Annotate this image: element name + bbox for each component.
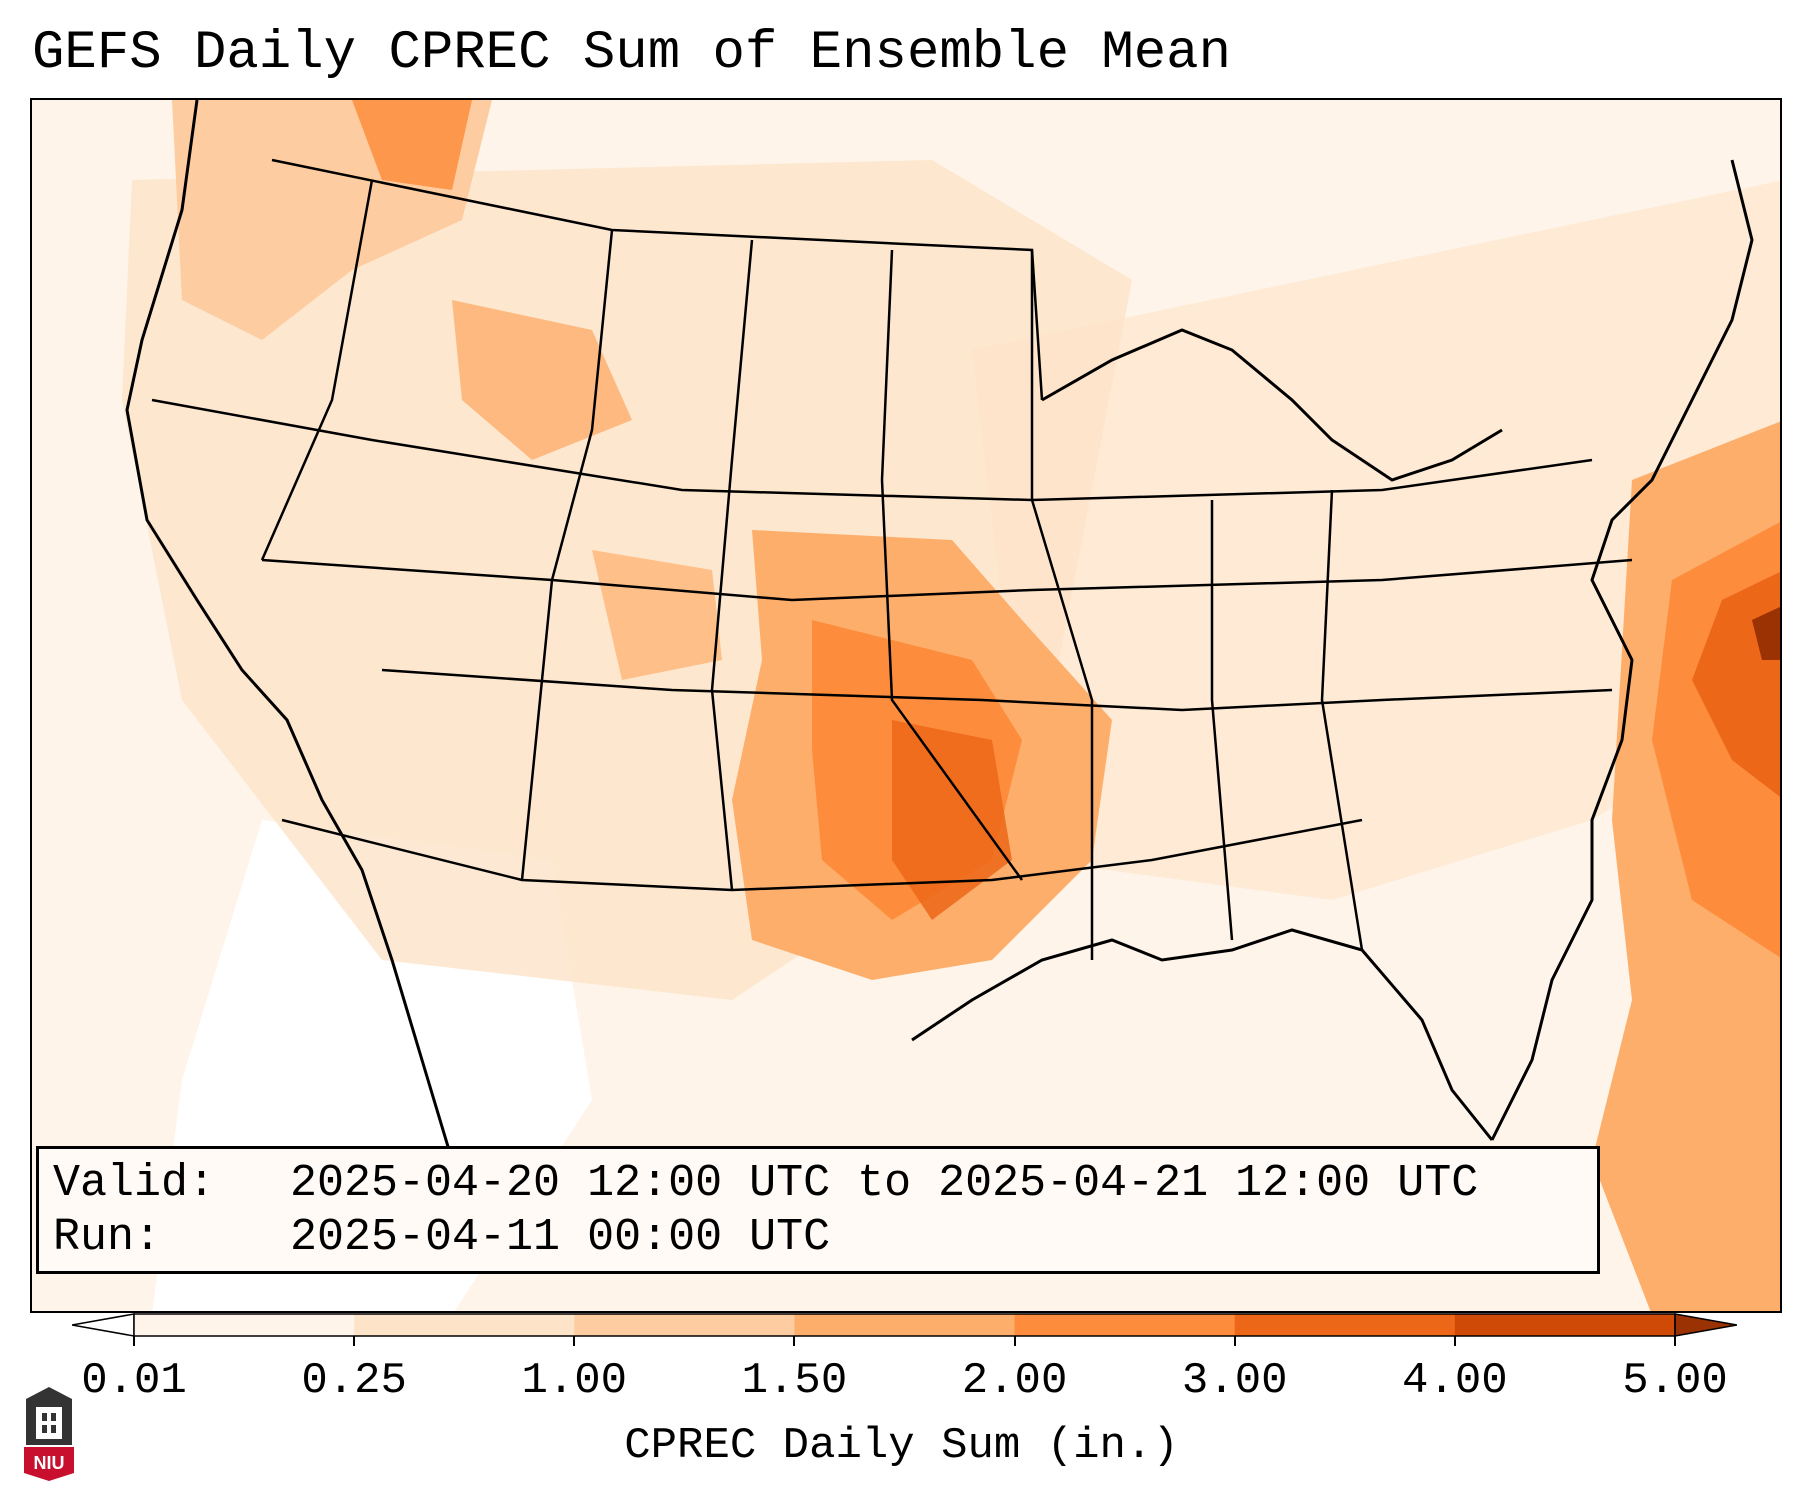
colorbar-tick (1453, 1336, 1456, 1346)
gulf-coastline (911, 928, 1494, 1141)
great-lakes-shore (1041, 328, 1503, 482)
colorbar-tick (1674, 1336, 1676, 1346)
colorbar-tick (573, 1336, 576, 1346)
logo-band (24, 1447, 74, 1481)
precip-oklahoma-max (892, 720, 1012, 920)
precip-pacific-nw-core (352, 100, 472, 190)
colorbar-segment (354, 1314, 575, 1336)
precip-map (32, 100, 1780, 1311)
run-label: Run: (53, 1212, 162, 1263)
boundary-row-4 (281, 818, 1363, 892)
state-boundaries (151, 158, 1633, 960)
run-value: 2025-04-11 00:00 UTC (290, 1212, 831, 1263)
colorbar-tick-label: 5.00 (1622, 1356, 1728, 1406)
colorbar-tick-label: 3.00 (1181, 1356, 1288, 1406)
precip-northern-rockies (452, 300, 632, 460)
colorbar-segment (1454, 1314, 1676, 1336)
colorbar-tick-label: 2.00 (961, 1356, 1068, 1406)
boundary-col-7 (1320, 489, 1364, 951)
colorbar-svg (71, 1313, 1738, 1337)
logo-tower (36, 1407, 62, 1439)
boundary-col-2 (520, 229, 614, 881)
colorbar-tick (1013, 1336, 1016, 1346)
colorbar-segment (1014, 1314, 1236, 1336)
precip-atlantic-peak (1752, 606, 1780, 660)
run-row: Run: 2025-04-11 00:00 UTC (53, 1211, 1583, 1265)
colorbar-tick-label: 1.50 (741, 1356, 848, 1406)
colorbar-outline (133, 1313, 1676, 1337)
pacific-coastline (125, 100, 494, 1261)
colorbar-segment (794, 1314, 1016, 1336)
colorbar-tick (1233, 1336, 1236, 1346)
precip-colorado (592, 550, 722, 680)
valid-row: Valid: 2025-04-20 12:00 UTC to 2025-04-2… (53, 1157, 1583, 1211)
colorbar-tick-label: 4.00 (1402, 1356, 1508, 1406)
colorbar-tick-label: 0.25 (301, 1356, 407, 1406)
colorbar-tick (133, 1336, 135, 1346)
logo-text: NIU (34, 1453, 65, 1473)
northern-border (271, 158, 1044, 401)
boundary-col-6 (1210, 500, 1234, 941)
colorbar-extend-low (71, 1313, 135, 1337)
chart-title: GEFS Daily CPREC Sum of Ensemble Mean (32, 23, 1231, 84)
valid-run-info-box: Valid: 2025-04-20 12:00 UTC to 2025-04-2… (36, 1146, 1600, 1274)
boundary-col-1 (260, 179, 374, 561)
valid-value: 2025-04-20 12:00 UTC to 2025-04-21 12:00… (290, 1158, 1479, 1209)
boundary-col-5 (1030, 250, 1094, 960)
niu-logo: NIU (24, 1387, 74, 1481)
valid-label: Valid: (53, 1158, 216, 1209)
colorbar-tick (793, 1336, 796, 1346)
coastlines (125, 100, 1754, 1261)
atlantic-coastline (1490, 159, 1754, 1141)
colorbar-tick (353, 1336, 356, 1346)
colorbar-label: CPREC Daily Sum (in.) (624, 1421, 1179, 1471)
light-precip-east (972, 180, 1780, 900)
colorbar-segment (574, 1314, 795, 1336)
colorbar-tick-label: 0.01 (81, 1356, 187, 1406)
boundary-row-1 (151, 398, 1593, 502)
boundary-col-3 (710, 239, 754, 891)
colorbar (71, 1313, 1738, 1337)
boundary-col-4 (880, 249, 1024, 881)
boundary-row-2 (261, 558, 1633, 602)
boundary-row-3 (381, 668, 1613, 712)
colorbar-extend-high (1674, 1313, 1738, 1337)
colorbar-segment (134, 1314, 355, 1336)
colorbar-segment (1234, 1314, 1456, 1336)
colorbar-tick-label: 1.00 (521, 1356, 628, 1406)
map-panel[interactable] (30, 98, 1782, 1313)
